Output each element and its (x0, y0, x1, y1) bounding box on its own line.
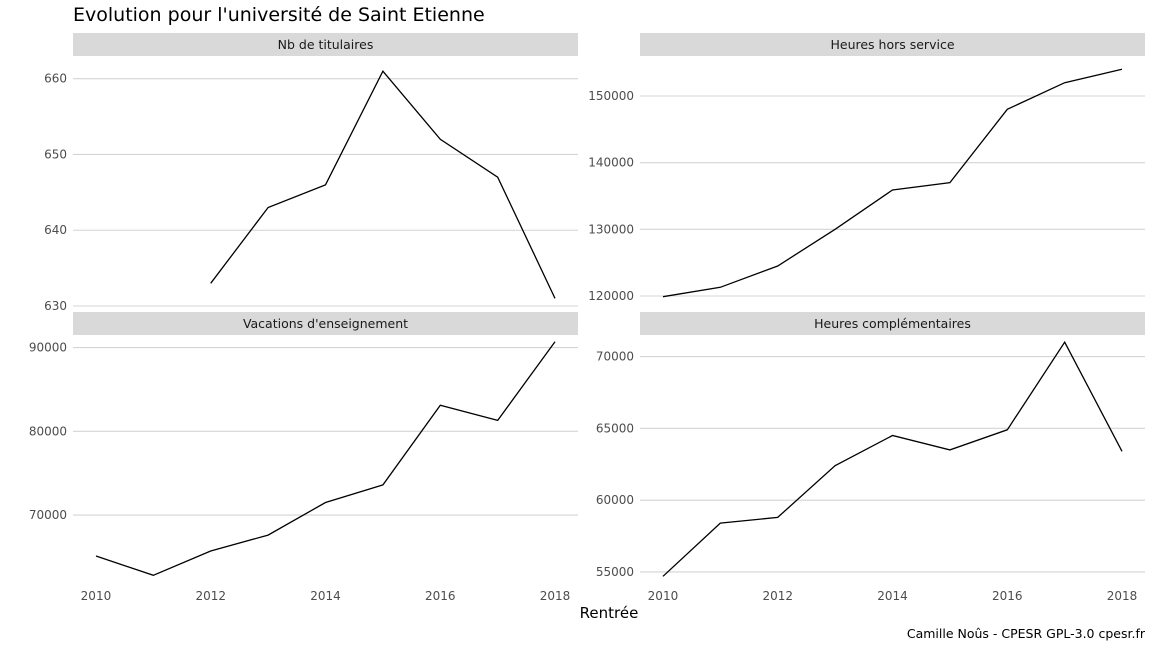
facet-panel: Nb de titulaires 630 640 650 660 (44, 33, 578, 313)
x-tick-label: 2012 (762, 589, 793, 603)
data-point (662, 575, 665, 578)
y-tick-label: 650 (44, 147, 67, 161)
y-tick-label: 140000 (588, 156, 634, 170)
data-point (554, 340, 557, 343)
y-tick-label: 660 (44, 72, 67, 86)
facet-panel: Heures complémentaires 55000 60000 65000 700… (596, 312, 1145, 603)
y-tick-label: 70000 (596, 350, 634, 364)
data-point (267, 534, 270, 537)
y-tick-label: 65000 (596, 421, 634, 435)
x-tick-label: 2014 (310, 589, 341, 603)
data-point (439, 404, 442, 407)
y-tick-label: 90000 (29, 341, 67, 355)
data-point (381, 70, 384, 73)
data-point (1121, 68, 1124, 71)
series-line (662, 340, 1123, 577)
data-point (1006, 108, 1009, 111)
facet-strip-label: Heures complémentaires (814, 316, 971, 331)
series-line (95, 341, 556, 576)
data-point (776, 265, 779, 268)
data-point (95, 555, 98, 558)
facet-strip (73, 312, 578, 335)
data-point (324, 501, 327, 504)
series-line (210, 70, 556, 299)
data-point (1063, 81, 1066, 84)
data-point (496, 419, 499, 422)
facet-strip (640, 312, 1145, 335)
data-point (152, 574, 155, 577)
facet-strip (640, 33, 1145, 56)
panels: Nb de titulaires 630 640 650 660 Heures hors … (29, 33, 1145, 603)
data-point (496, 176, 499, 179)
x-tick-label: 2016 (425, 589, 456, 603)
x-axis-label: Rentrée (580, 604, 639, 622)
data-point (1063, 341, 1066, 344)
data-point (719, 286, 722, 289)
x-tick-label: 2018 (1107, 589, 1138, 603)
data-point (209, 282, 212, 285)
facet-strip-label: Heures hors service (830, 37, 954, 52)
y-tick-label: 630 (44, 299, 67, 313)
y-tick-label: 70000 (29, 508, 67, 522)
data-point (834, 228, 837, 231)
data-point (776, 516, 779, 519)
facet-strip-label: Vacations d'enseignement (243, 316, 408, 331)
data-point (209, 550, 212, 553)
x-tick-label: 2010 (81, 589, 112, 603)
y-tick-label: 120000 (588, 289, 634, 303)
data-point (324, 183, 327, 186)
facet-strip (73, 33, 578, 56)
data-point (948, 448, 951, 451)
x-tick-label: 2010 (648, 589, 679, 603)
x-tick-label: 2018 (540, 589, 571, 603)
data-point (891, 189, 894, 192)
y-tick-label: 640 (44, 223, 67, 237)
y-tick-label: 55000 (596, 565, 634, 579)
y-tick-label: 60000 (596, 493, 634, 507)
data-point (834, 464, 837, 467)
data-point (439, 138, 442, 141)
y-tick-label: 130000 (588, 222, 634, 236)
series-line (662, 68, 1123, 298)
x-tick-label: 2016 (992, 589, 1023, 603)
x-tick-label: 2014 (877, 589, 908, 603)
chart-title: Evolution pour l'université de Saint Eti… (73, 4, 485, 26)
data-point (267, 206, 270, 209)
data-point (1006, 428, 1009, 431)
y-tick-label: 150000 (588, 89, 634, 103)
facet-panel: Vacations d'enseignement 70000 80000 90000 2… (29, 312, 578, 603)
facet-strip-label: Nb de titulaires (278, 37, 374, 52)
data-point (554, 297, 557, 300)
x-tick-label: 2012 (195, 589, 226, 603)
data-point (948, 181, 951, 184)
data-point (1121, 450, 1124, 453)
data-point (891, 434, 894, 437)
y-tick-label: 80000 (29, 424, 67, 438)
data-point (719, 522, 722, 525)
caption: Camille Noûs - CPESR GPL-3.0 cpesr.fr (907, 626, 1146, 641)
data-point (381, 483, 384, 486)
data-point (662, 295, 665, 298)
facet-panel: Heures hors service 120000 130000 140000 150… (588, 33, 1145, 303)
